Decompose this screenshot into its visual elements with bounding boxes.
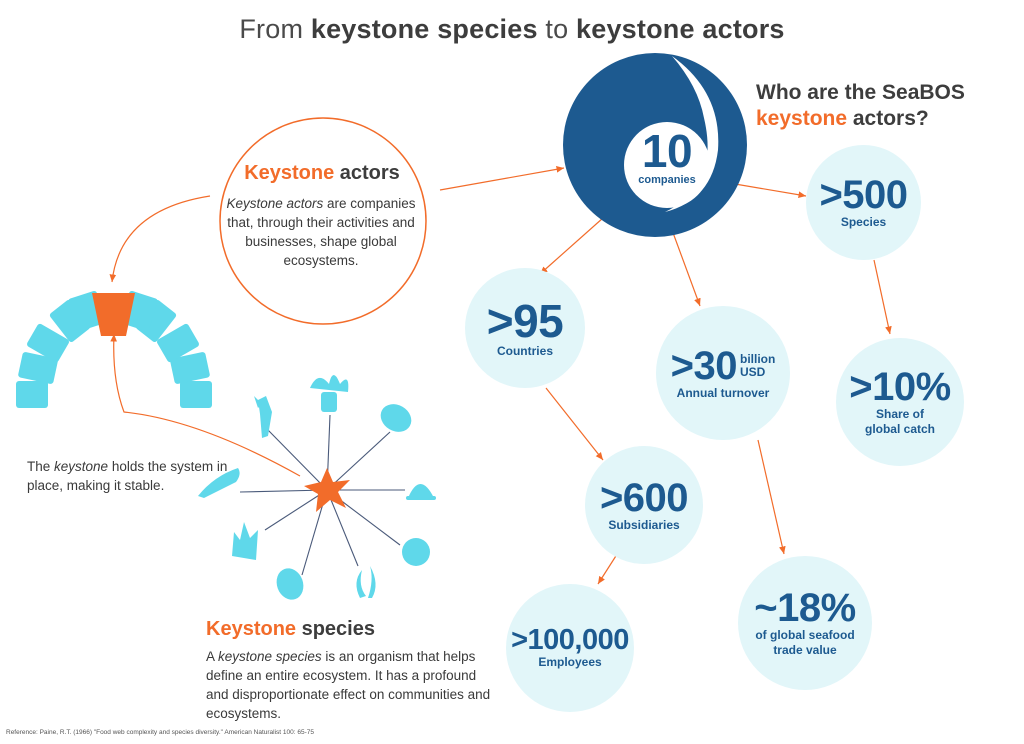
page-title: From keystone species to keystone actors — [239, 14, 785, 44]
oyster-icon — [380, 404, 412, 432]
arrow-to-trade — [757, 439, 786, 555]
arch-icon — [16, 290, 212, 408]
companies-stat: 10 companies — [638, 125, 696, 186]
who-heading: Who are the SeaBOS keystone actors? — [756, 81, 965, 130]
anemone-icon — [310, 375, 349, 412]
kelp-icon — [356, 566, 376, 598]
arrow-to-countries — [539, 217, 604, 275]
countries-bubble: >95 Countries — [465, 268, 585, 388]
keystone-actors-circle — [219, 117, 427, 325]
starfish-icon — [304, 468, 350, 512]
arrow-to-species — [734, 183, 807, 199]
arrow-species-to-keystone — [110, 333, 301, 477]
arrow-to-catch — [873, 259, 892, 335]
lobster-icon — [254, 396, 272, 438]
sponge-icon — [402, 538, 430, 566]
species-bubble: >500 Species — [806, 145, 921, 260]
arrow-to-subsidiaries — [545, 387, 604, 461]
mussel-icon — [276, 568, 304, 600]
trade-bubble: ~18% of global seafood trade value — [738, 556, 872, 690]
companies-circle — [563, 53, 747, 237]
keystone-block — [92, 293, 135, 336]
arrow-to-turnover — [671, 229, 701, 307]
reference-citation: Reference: Paine, R.T. (1966) "Food web … — [6, 729, 314, 736]
flow-arrows — [109, 166, 892, 585]
keystone-actors-description: Keystone actors are companies that, thro… — [226, 196, 416, 268]
arrow-actors-to-keystone — [109, 195, 211, 283]
employees-bubble: >100,000 Employees — [506, 584, 634, 712]
catch-bubble: >10% Share of global catch — [836, 338, 964, 466]
nudibranch-icon — [198, 468, 240, 498]
subsidiaries-bubble: >600 Subsidiaries — [585, 446, 703, 564]
arrow-actors-to-companies — [439, 166, 565, 191]
keystone-species-description: A keystone species is an organism that h… — [206, 649, 491, 721]
keystone-note: The keystone holds the system in place, … — [27, 459, 228, 493]
turnover-bubble: >30 billion USD Annual turnover — [656, 306, 790, 440]
limpet-icon — [406, 484, 436, 500]
coral-icon — [232, 522, 258, 560]
keystone-actors-heading: Keystone actors — [244, 162, 400, 184]
keystone-species-heading: Keystone species — [206, 618, 375, 640]
